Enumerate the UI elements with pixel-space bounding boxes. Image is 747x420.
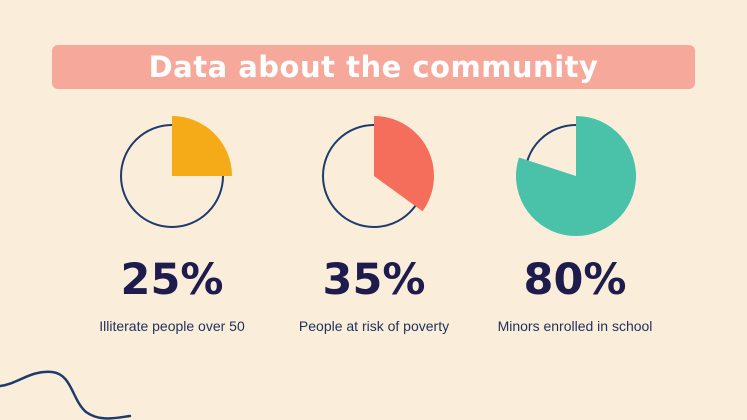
caption-minors: Minors enrolled in school: [497, 318, 653, 334]
pie-slice: [172, 116, 232, 176]
caption-illiterate: Illiterate people over 50: [99, 318, 245, 334]
value-label-minors: 80%: [523, 255, 627, 305]
value-label-poverty: 35%: [322, 255, 426, 305]
pie-slice: [374, 116, 435, 212]
caption-poverty: People at risk of poverty: [298, 318, 450, 334]
value-label-illiterate: 25%: [120, 255, 224, 305]
pie-slice: [516, 116, 637, 236]
pie-chart-poverty: [322, 116, 435, 228]
page-title: Data about the community: [148, 50, 599, 84]
title-banner: Data about the community: [52, 45, 695, 89]
pie-chart-illiterate: [120, 116, 232, 228]
pie-chart-minors: [516, 116, 637, 236]
squiggle-line: [0, 370, 132, 420]
decorative-squiggle: [0, 370, 132, 420]
